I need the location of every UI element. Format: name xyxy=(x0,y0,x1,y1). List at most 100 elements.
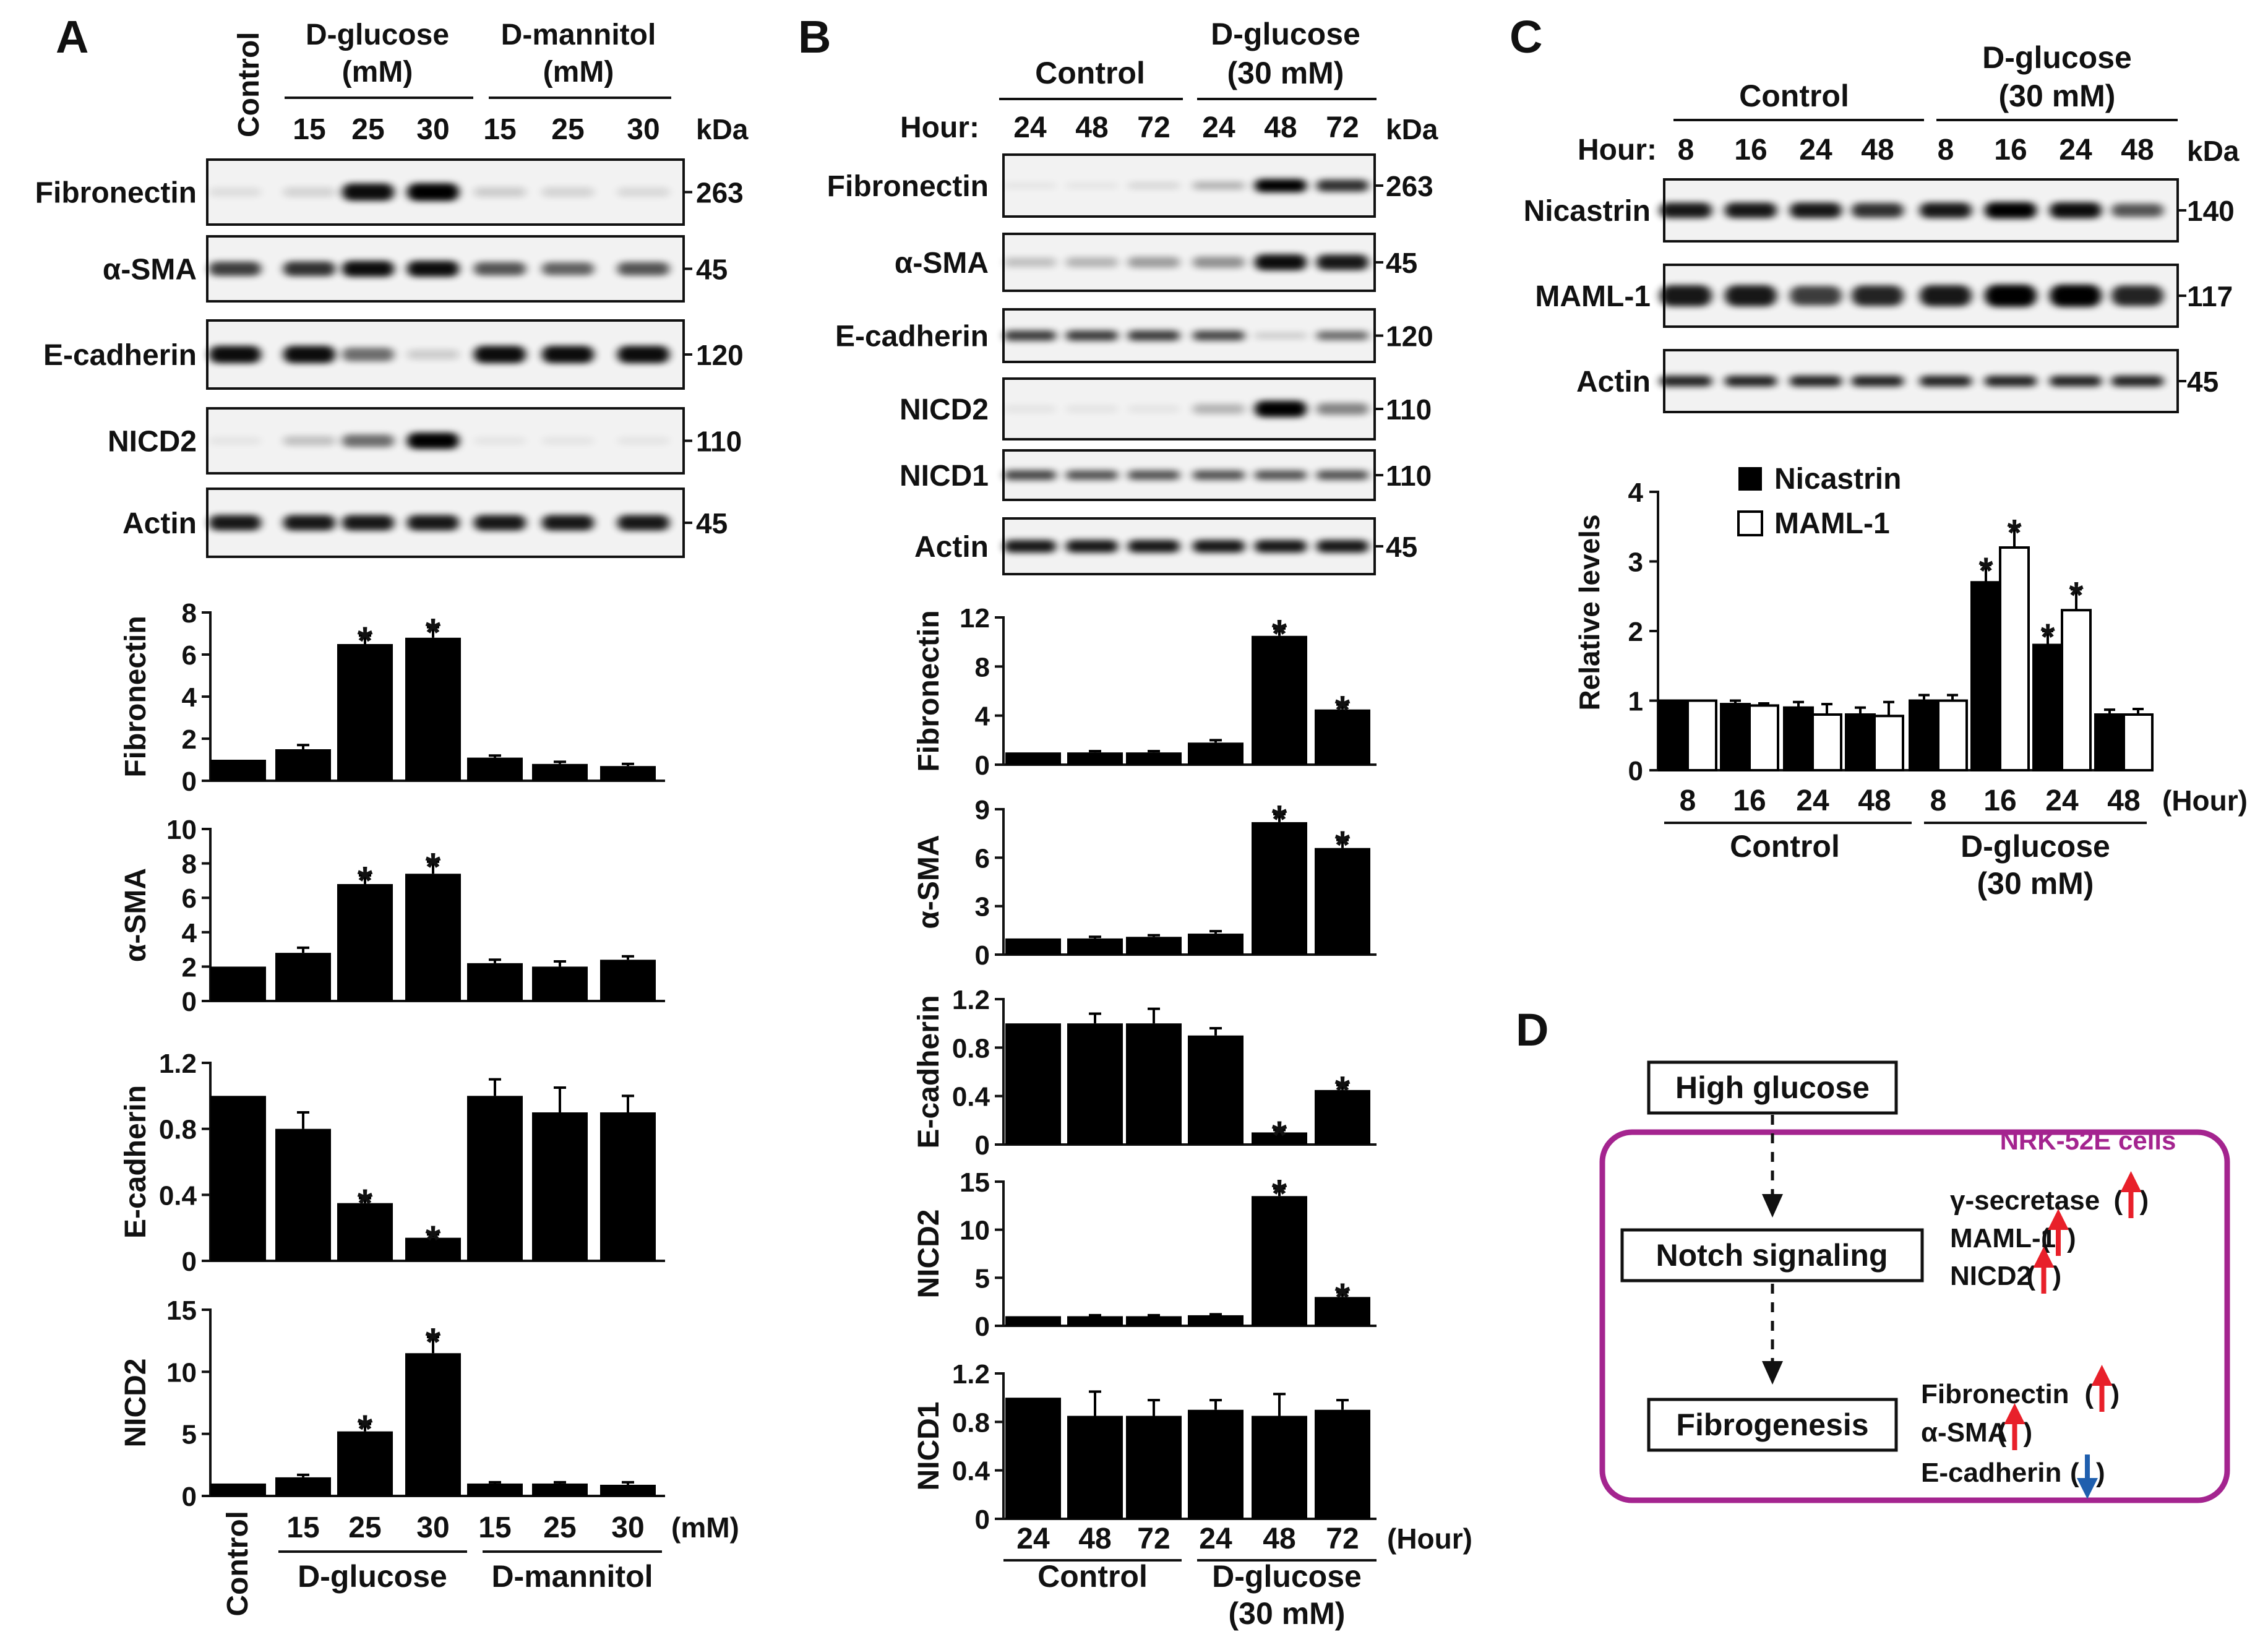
fibrogenesis-box xyxy=(1647,1398,1898,1452)
blot-band xyxy=(2111,204,2163,217)
kda-value: 110 xyxy=(1386,393,1432,426)
x-unit-label: (mM) xyxy=(671,1511,739,1544)
kda-value: 120 xyxy=(1386,320,1433,353)
d-glucose-header: D-glucose xyxy=(1982,40,2132,75)
bar xyxy=(467,757,523,781)
lane-label: 48 xyxy=(1264,111,1297,144)
blot-alpha-sma: α-SMA 45 xyxy=(103,235,728,303)
d-glucose-header: D-glucose xyxy=(1211,17,1360,51)
lane-label: 48 xyxy=(2121,134,2154,166)
bar xyxy=(275,1477,331,1496)
bar xyxy=(1188,934,1244,955)
bar xyxy=(600,1112,656,1261)
blot-actin: Actin 45 xyxy=(1576,349,2219,413)
paren-open: ( xyxy=(2085,1379,2094,1409)
blot-band xyxy=(1066,330,1118,341)
blot-band xyxy=(1255,400,1307,418)
marker-name: NICD2 xyxy=(1950,1261,2032,1291)
blot-label: NICD2 xyxy=(108,426,197,458)
blot-band xyxy=(209,345,261,364)
y-axis-label: Fibronectin xyxy=(913,610,945,771)
blot-band xyxy=(474,515,526,531)
control-header: Control xyxy=(1739,79,1849,113)
kda-value: 263 xyxy=(1386,170,1433,202)
bar xyxy=(1188,742,1244,765)
chart-A-asma: 0 2 4 68 10 α-SMA * * xyxy=(119,815,665,1017)
y-tick-label: 8 xyxy=(975,652,990,682)
paren-open: ( xyxy=(2070,1458,2079,1488)
legend-label: MAML-1 xyxy=(1774,507,1890,540)
y-tick-label: 1.2 xyxy=(952,985,990,1015)
bar-nicastrin xyxy=(1970,581,2001,771)
x-category-label: 16 xyxy=(1733,784,1766,817)
blot-band xyxy=(2111,376,2163,387)
lane-label: 8 xyxy=(1678,134,1695,166)
blot-band xyxy=(1193,403,1245,415)
significance-star: * xyxy=(358,618,373,663)
x-category-label: 25 xyxy=(543,1511,576,1544)
kda-value: 45 xyxy=(696,507,728,539)
y-tick-label: 0 xyxy=(975,940,990,971)
significance-star: * xyxy=(358,1181,373,1226)
blot-band xyxy=(1985,376,2037,387)
y-tick-label: 6 xyxy=(182,640,197,671)
lane-label: 25 xyxy=(351,113,384,146)
y-tick-label: 0 xyxy=(975,750,990,781)
cell-boundary xyxy=(1599,1129,2230,1503)
blot-e-cadherin: E-cadherin 120 xyxy=(43,319,744,390)
bar-nicastrin xyxy=(1658,699,1689,771)
blot-actin: Actin 45 xyxy=(914,517,1417,575)
up-arrowhead-icon xyxy=(2048,1209,2069,1230)
high-glucose-label: High glucose xyxy=(1675,1070,1870,1105)
blot-band xyxy=(1985,202,2037,219)
bar-maml-1 xyxy=(2061,609,2092,771)
marker-fibronectin: Fibronectin () xyxy=(1921,1365,2120,1412)
lane-label: 30 xyxy=(627,113,659,146)
y-axis-label: E-cadherin xyxy=(119,1085,152,1239)
blot-band xyxy=(283,261,335,277)
bar xyxy=(337,883,393,1001)
bar xyxy=(467,1096,523,1261)
marker-name: MAML-1 xyxy=(1950,1223,2056,1253)
y-axis-label: Fibronectin xyxy=(119,616,152,777)
blot-frame xyxy=(1002,233,1376,292)
marker-maml-1: MAML-1() xyxy=(1950,1209,2076,1256)
bar xyxy=(210,760,266,781)
blot-band xyxy=(1660,285,1712,307)
notch-signaling-box xyxy=(1620,1228,1924,1283)
bar-nicastrin xyxy=(1845,713,1876,771)
bar xyxy=(1126,937,1182,955)
bar-maml-1 xyxy=(1873,715,1904,771)
blot-band xyxy=(1317,179,1368,192)
y-tick-label: 4 xyxy=(975,702,990,732)
legend-swatch-nicastrin xyxy=(1738,467,1762,491)
bar xyxy=(275,1128,331,1261)
blot-nicd1: NICD1 110 xyxy=(900,449,1432,501)
blot-label: α-SMA xyxy=(895,247,989,280)
blot-band xyxy=(1255,179,1307,192)
blot-band xyxy=(617,515,669,531)
paren-open: ( xyxy=(2114,1185,2123,1216)
blot-label: Actin xyxy=(1576,366,1651,398)
x-category-label: 72 xyxy=(1137,1523,1170,1555)
blot-band xyxy=(283,345,335,364)
lane-label: 8 xyxy=(1938,134,1954,166)
blot-nicd2: NICD2 110 xyxy=(108,407,742,475)
lane-label: 30 xyxy=(416,113,449,146)
marker-gamma-secretase: γ-secretase () xyxy=(1950,1171,2149,1218)
blot-band xyxy=(283,515,335,531)
y-axis-label: α-SMA xyxy=(913,835,945,929)
blot-label: Fibronectin xyxy=(35,177,197,210)
group-label: D-mannitol xyxy=(491,1559,653,1594)
blot-label: Nicastrin xyxy=(1524,195,1651,228)
blot-band xyxy=(1660,376,1712,387)
bar xyxy=(210,1096,266,1261)
bar xyxy=(275,953,331,1001)
bar xyxy=(1126,1316,1182,1326)
blot-band xyxy=(2050,285,2102,307)
x-category-label: 15 xyxy=(478,1511,511,1544)
blot-band xyxy=(342,515,394,531)
bar-nicastrin xyxy=(1909,699,1939,771)
y-tick-label: 10 xyxy=(166,1357,197,1388)
control-lane-label: Control xyxy=(233,32,265,137)
